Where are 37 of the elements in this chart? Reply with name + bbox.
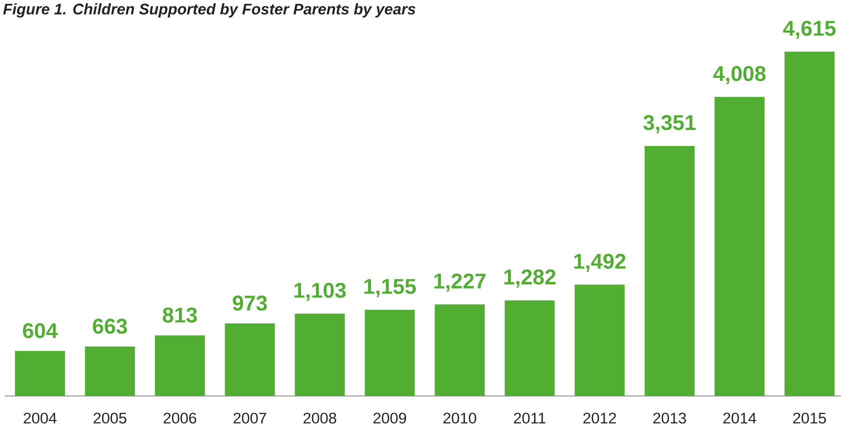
- data-label: 3,351: [643, 115, 696, 134]
- data-label: 973: [232, 296, 267, 311]
- data-label: 4,615: [783, 20, 836, 39]
- bar: [434, 304, 485, 396]
- bar: [224, 323, 275, 396]
- x-tick-label: 2009: [373, 412, 406, 424]
- bar: [364, 310, 415, 396]
- data-label: 4,008: [713, 66, 766, 84]
- data-label: 1,282: [504, 269, 556, 288]
- x-tick-label: 2007: [234, 412, 266, 424]
- data-label: 1,103: [294, 282, 346, 301]
- bar: [574, 284, 625, 396]
- data-label: 1,155: [364, 279, 416, 298]
- data-label: 813: [162, 307, 197, 323]
- data-label: 1,492: [574, 254, 626, 272]
- data-label: 1,227: [434, 274, 486, 292]
- x-tick-label: 2005: [94, 412, 126, 424]
- data-label: 604: [22, 323, 58, 338]
- bar: [84, 346, 135, 396]
- data-label: 663: [92, 318, 127, 334]
- chart-title: Figure 1. Children Supported by Foster Parents by years: [3, 3, 416, 18]
- x-tick-label: 2015: [793, 412, 826, 424]
- x-tick-label: 2010: [443, 412, 476, 424]
- x-tick-label: 2006: [164, 412, 196, 424]
- bar: [294, 314, 345, 396]
- x-tick-label: 2013: [653, 412, 686, 424]
- x-tick-label: 2012: [583, 412, 616, 424]
- bar: [504, 300, 555, 396]
- x-tick-label: 2004: [24, 412, 57, 424]
- bar: [784, 52, 835, 396]
- bar: [714, 96, 765, 396]
- bar: [154, 335, 205, 396]
- x-tick-label: 2014: [723, 412, 756, 424]
- bar: [14, 350, 65, 396]
- x-tick-label: 2011: [514, 412, 546, 424]
- bar: [644, 146, 695, 396]
- x-tick-label: 2008: [304, 412, 336, 424]
